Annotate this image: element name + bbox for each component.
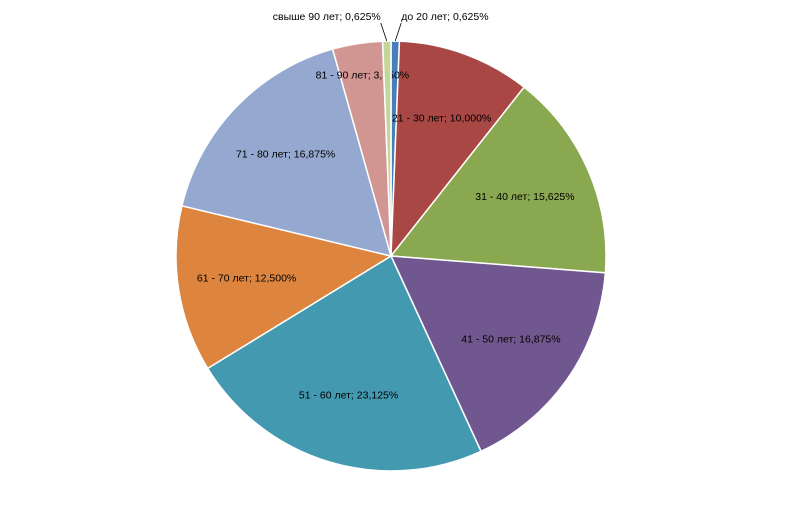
- data-label: 41 - 50 лет; 16,875%: [461, 333, 560, 345]
- data-label: 71 - 80 лет; 16,875%: [236, 148, 335, 160]
- slice: [181, 48, 393, 258]
- slice: [390, 40, 526, 259]
- data-label: свыше 90 лет; 0,625%: [273, 11, 381, 23]
- data-label: до 20 лет; 0,625%: [401, 11, 488, 23]
- slice: [389, 255, 607, 453]
- data-label: 21 - 30 лет; 10,000%: [392, 113, 491, 125]
- data-label: 51 - 60 лет; 23,125%: [299, 390, 398, 402]
- slice: [389, 86, 607, 274]
- slice: [175, 204, 393, 370]
- data-label: 31 - 40 лет; 15,625%: [475, 191, 574, 203]
- slice: [206, 254, 483, 472]
- leader-line: [394, 22, 402, 42]
- data-label: 61 - 70 лет; 12,500%: [197, 273, 296, 285]
- leader-line: [380, 22, 388, 42]
- data-label: 81 - 90 лет; 3,750%: [316, 69, 409, 81]
